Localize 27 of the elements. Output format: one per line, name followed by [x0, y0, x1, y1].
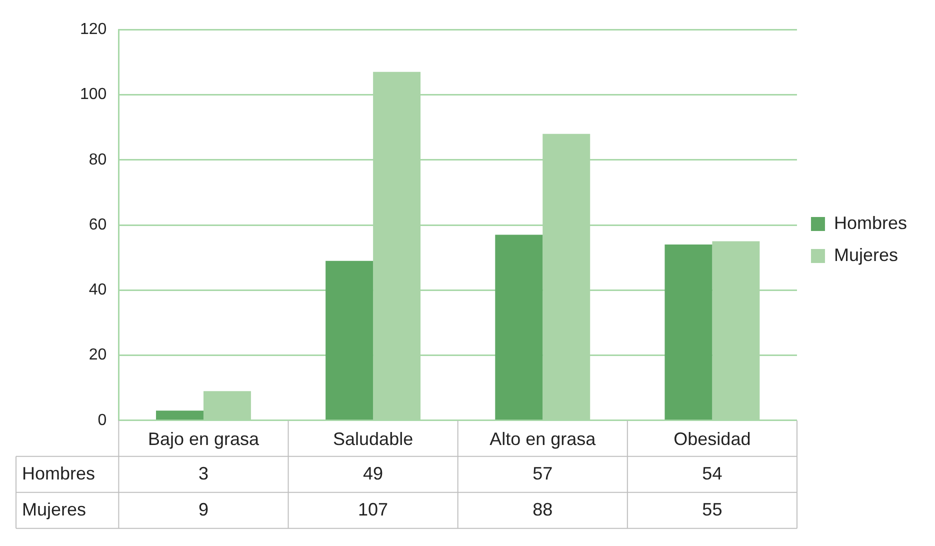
x-tick-label: Alto en grasa: [490, 429, 597, 450]
data-label: 57: [532, 463, 553, 484]
bar: [326, 260, 374, 420]
data-label: 107: [358, 499, 388, 520]
legend-label: Mujeres: [834, 244, 898, 265]
data-label: 55: [702, 499, 722, 520]
bar: [664, 244, 712, 420]
bar: [156, 410, 204, 420]
y-tick-label: 0: [98, 412, 107, 429]
data-label: 88: [532, 499, 553, 520]
bar: [495, 234, 543, 420]
y-tick-label: 40: [88, 282, 107, 299]
y-tick-label: 120: [80, 21, 107, 38]
data-label: 49: [363, 463, 384, 484]
legend-label: Hombres: [834, 212, 908, 233]
text: Mujeres: [22, 499, 86, 520]
y-tick-label: 80: [88, 151, 107, 168]
text: Hombres: [22, 463, 96, 484]
data-label: 3: [198, 463, 208, 484]
y-tick-label: 60: [88, 216, 107, 234]
x-tick-label: Obesidad: [674, 429, 751, 450]
data-label: 9: [198, 499, 208, 520]
x-tick-label: Bajo en grasa: [148, 429, 260, 450]
data-label: 54: [702, 463, 722, 484]
y-tick-label: 100: [80, 86, 107, 104]
y-tick-label: 20: [88, 346, 107, 364]
x-tick-label: Saludable: [333, 429, 414, 450]
